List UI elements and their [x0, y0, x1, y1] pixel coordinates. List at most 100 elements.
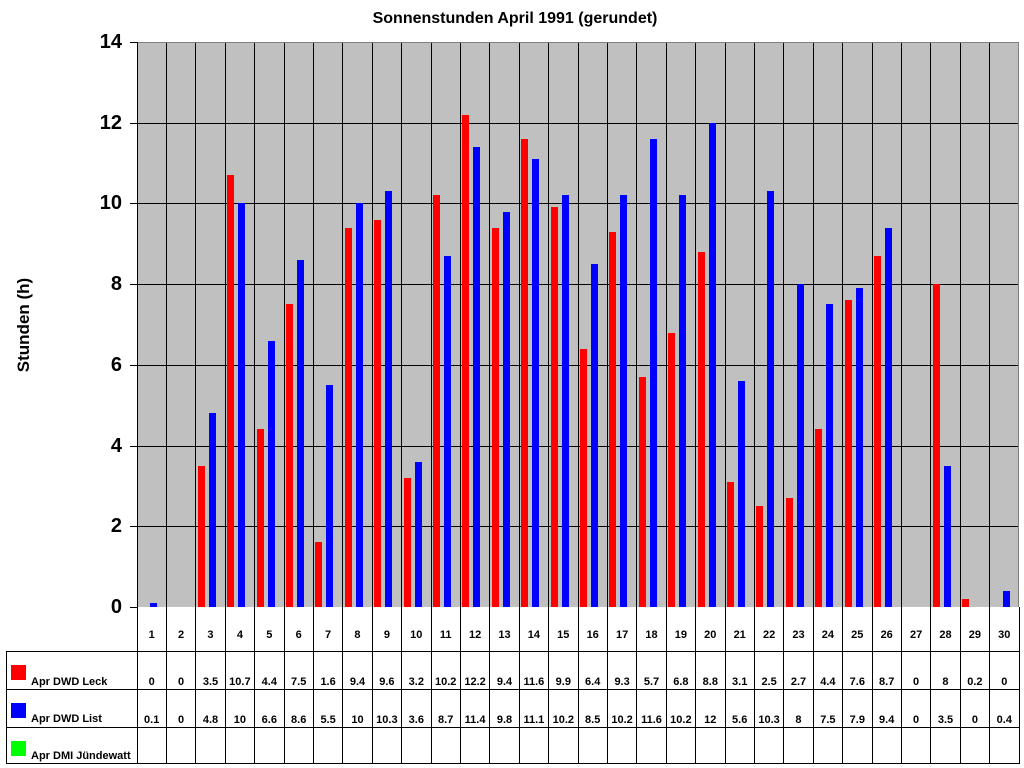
category-separator: [283, 43, 285, 607]
table-header-day: 25: [851, 629, 864, 641]
table-header-day: 23: [792, 629, 805, 641]
table-column-line: [930, 607, 932, 764]
bar-apr-dwd-list: [208, 413, 216, 607]
category-separator: [930, 43, 932, 607]
plot-area: [137, 42, 1019, 607]
table-header-day: 29: [968, 629, 981, 641]
table-cell-value: 9.4: [879, 714, 895, 726]
table-cell-value: 8.6: [291, 714, 307, 726]
table-cell-value: 8: [942, 676, 949, 688]
table-column-line: [136, 607, 138, 764]
table-header-day: 21: [733, 629, 746, 641]
table-cell-value: 4.4: [820, 676, 836, 688]
bar-apr-dwd-list: [591, 263, 598, 607]
table-header-day: 7: [325, 629, 332, 641]
category-separator: [724, 43, 726, 607]
bar-apr-dwd-list: [679, 195, 687, 607]
table-cell-value: 9.4: [349, 676, 366, 688]
table-header-day: 18: [645, 629, 658, 641]
table-column-line: [1018, 607, 1020, 764]
y-tick-label: 4: [110, 434, 122, 457]
bar-apr-dwd-list: [532, 159, 540, 607]
table-cell-value: 7.9: [849, 714, 865, 726]
table-header-day: 17: [615, 629, 629, 641]
table-cell-value: 7.5: [820, 714, 836, 726]
table-column-line: [606, 607, 608, 764]
table-column-line: [695, 607, 697, 764]
bar-apr-dwd-leck: [756, 506, 764, 607]
category-separator: [342, 43, 344, 607]
table-header-day: 3: [207, 629, 214, 641]
bar-apr-dwd-leck: [197, 465, 205, 607]
table-cell-value: 0: [148, 676, 155, 688]
table-header-day: 2: [178, 629, 185, 641]
bar-apr-dwd-leck: [668, 332, 676, 607]
table-column-line: [312, 607, 314, 764]
table-column-line: [812, 607, 814, 764]
y-axis-label: Stunden (h): [14, 277, 33, 373]
table-cell-value: 9.6: [379, 676, 395, 688]
table-column-line: [783, 607, 785, 764]
y-tick-label: 0: [110, 596, 122, 618]
bar-apr-dwd-leck: [580, 348, 587, 607]
bar-apr-dwd-list: [561, 195, 569, 607]
table-cell-value: 10.7: [229, 676, 251, 688]
table-cell-value: 3.1: [732, 676, 748, 688]
table-cell-value: 1.6: [320, 676, 336, 688]
bar-apr-dwd-leck: [286, 304, 293, 607]
bar-apr-dwd-list: [649, 138, 657, 607]
table-cell-value: 4.8: [202, 714, 219, 726]
table-column-line: [342, 607, 344, 764]
category-separator: [753, 43, 755, 607]
legend-label: Apr DWD List: [31, 713, 102, 725]
category-separator: [695, 43, 697, 607]
y-tick: [130, 445, 137, 447]
table-cell-value: 7.5: [291, 676, 307, 688]
table-cell-value: 4.4: [261, 676, 277, 688]
bar-apr-dwd-leck: [521, 138, 529, 607]
category-separator: [812, 43, 814, 607]
legend-swatch-leck: [11, 665, 26, 680]
category-separator: [430, 43, 432, 607]
table-header-day: 16: [586, 629, 599, 641]
table-cell-value: 8: [795, 714, 802, 726]
bar-apr-dwd-list: [297, 259, 304, 607]
category-separator: [636, 43, 638, 607]
category-separator: [783, 43, 785, 607]
table-column-line: [371, 607, 373, 764]
table-cell-value: 10: [233, 714, 246, 726]
table-header-day: 19: [674, 629, 687, 641]
bar-apr-dwd-leck: [874, 255, 881, 607]
table-header-day: 26: [880, 629, 893, 641]
table-column-line: [283, 607, 285, 764]
table-row-line: [6, 689, 1019, 690]
table-header-day: 9: [383, 629, 390, 641]
table-cell-value: 8.5: [585, 714, 601, 726]
table-header-day: 15: [557, 629, 570, 641]
y-tick: [130, 203, 137, 205]
y-tick-label: 2: [110, 515, 122, 538]
table-cell-value: 9.8: [496, 714, 513, 726]
table-cell-value: 3.5: [202, 676, 219, 688]
table-column-line: [871, 607, 873, 764]
table-cell-value: 11.6: [641, 714, 662, 726]
table-cell-value: 2.7: [790, 676, 807, 688]
table-header-day: 13: [498, 629, 511, 641]
bar-apr-dwd-list: [708, 122, 716, 607]
table-column-line: [959, 607, 961, 764]
bar-apr-dwd-list: [1002, 590, 1010, 607]
table-cell-value: 9.3: [614, 676, 630, 688]
table-column-line: [665, 607, 667, 764]
table-column-line: [842, 607, 844, 764]
table-header-day: 10: [410, 629, 423, 641]
data-table: 1 2 3 4 5 6 7 8 9 10 11 12 13 14 15 16 17 18 19 20 21 22 23 24 2…: [0, 607, 1024, 768]
table-column-line: [195, 607, 197, 764]
category-separator: [371, 43, 373, 607]
table-cell-value: 10.3: [758, 714, 780, 726]
table-cell-value: 10.2: [434, 676, 457, 688]
table-column-line: [577, 607, 579, 764]
table-cell-value: 7.6: [849, 676, 865, 688]
table-column-line: [636, 607, 638, 764]
table-cell-value: 9.9: [555, 676, 571, 688]
table-cell-value: 6.4: [585, 676, 601, 688]
